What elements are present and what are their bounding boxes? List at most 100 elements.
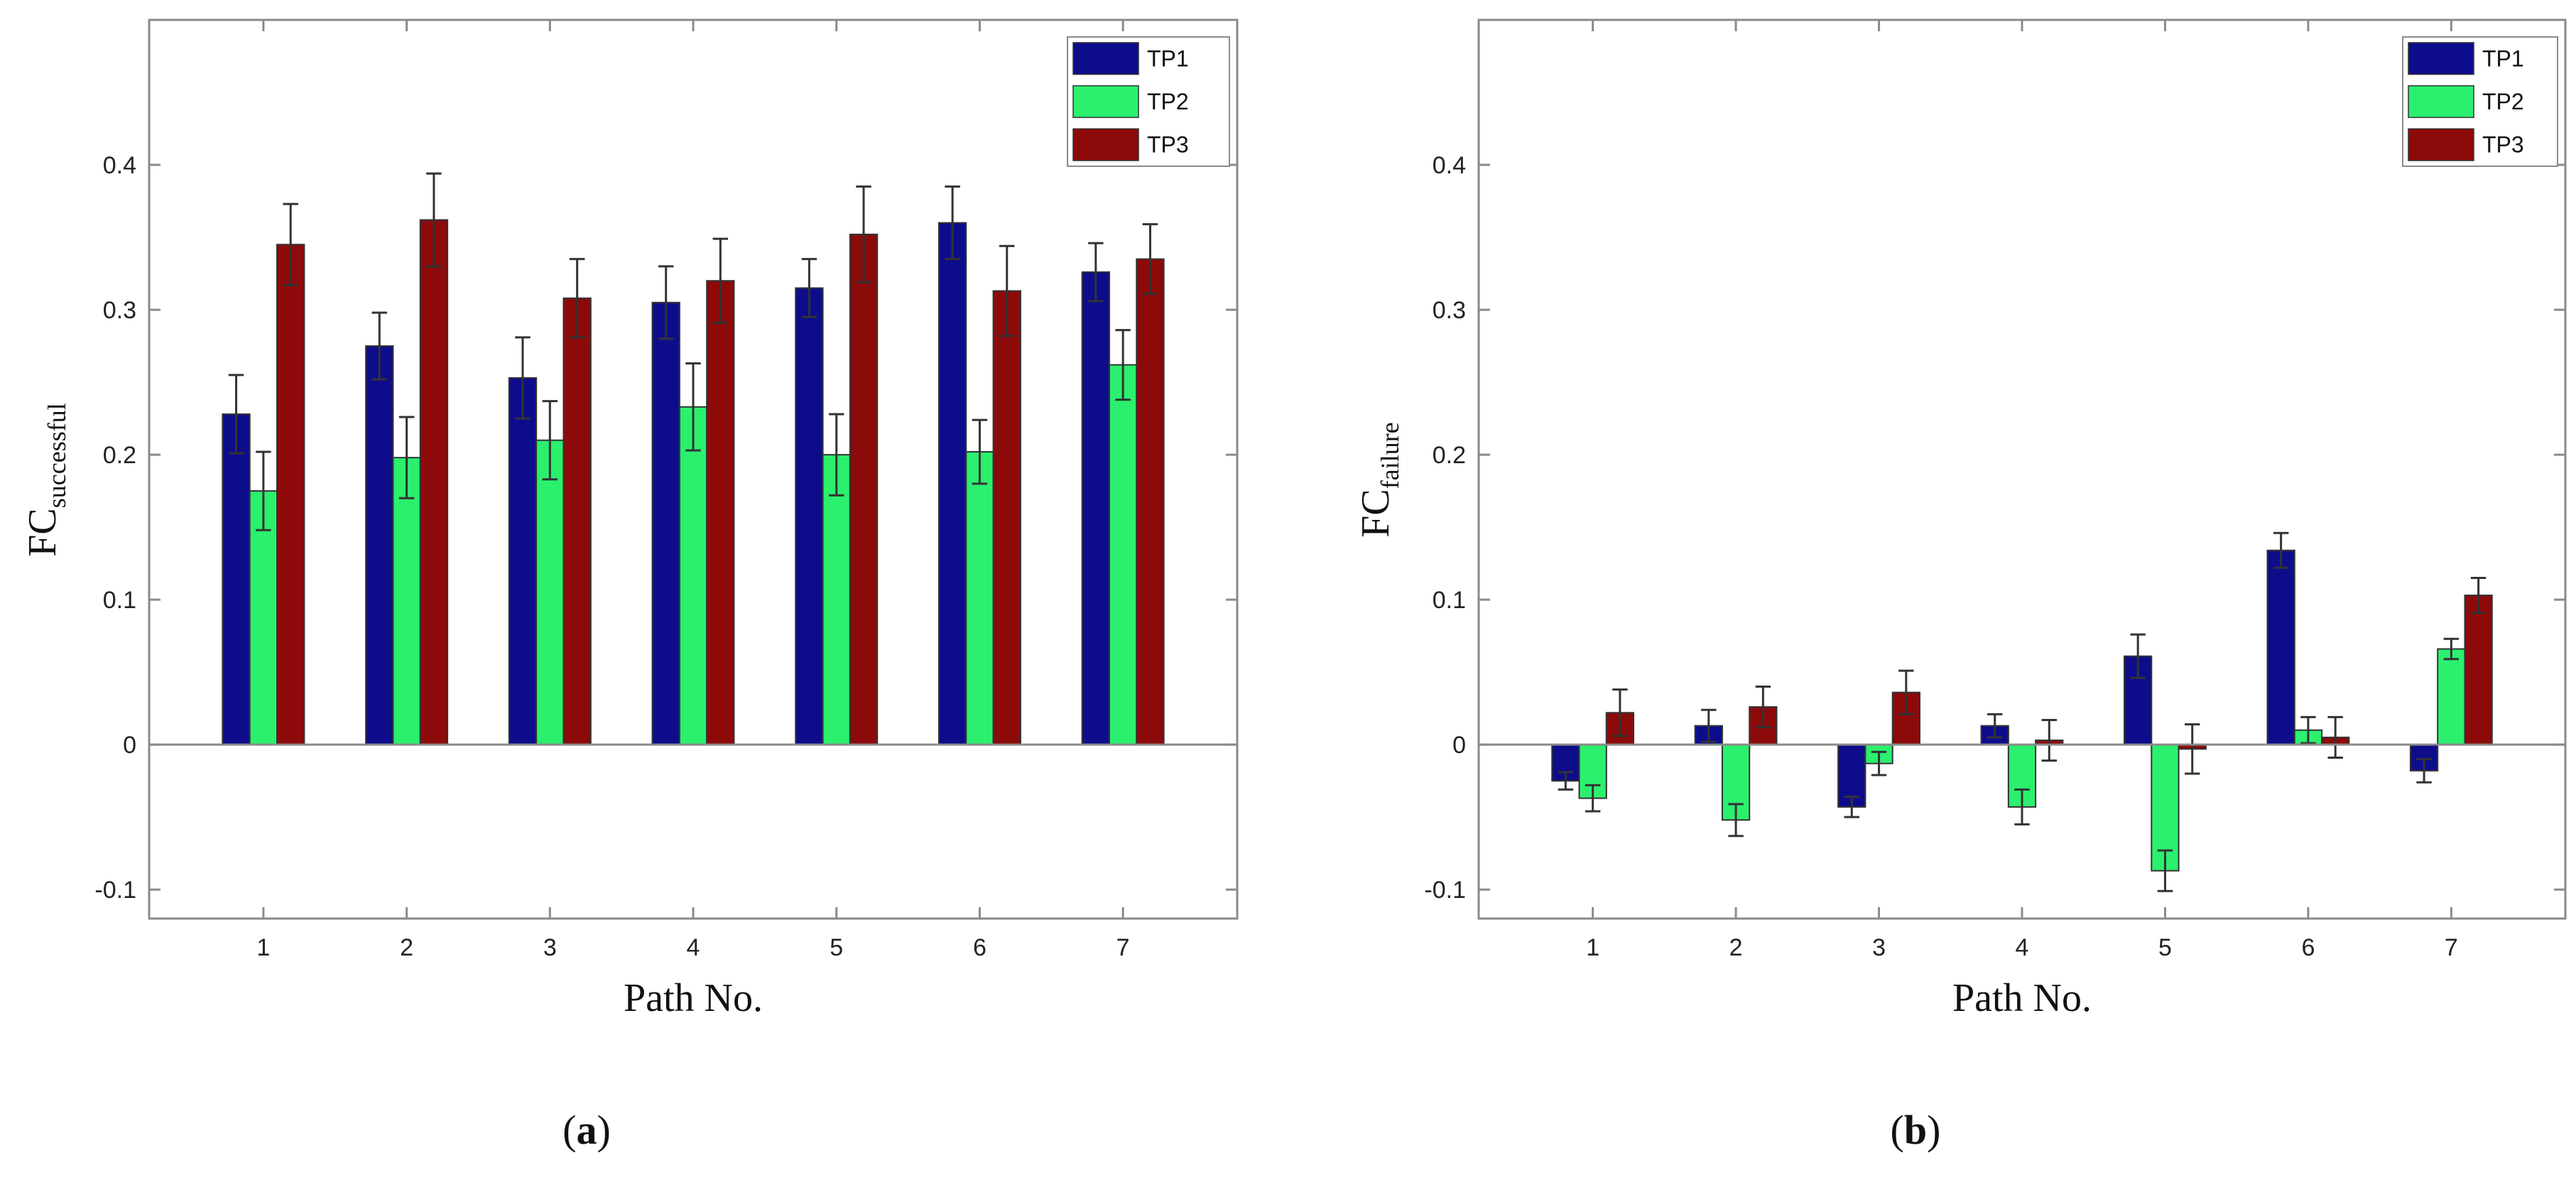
y-ticks: -0.1 0 0.1 0.2 0.3 0.4 <box>94 152 1237 904</box>
panel-label-a: (a) <box>563 1107 611 1153</box>
bar-tp3-path-7 <box>2464 595 2493 746</box>
error-bar-tp3-path-1 <box>283 202 298 286</box>
error-bar-tp1-path-5 <box>801 258 817 318</box>
x-tick-label: 6 <box>2301 934 2315 961</box>
bar-tp1-path-6 <box>2266 549 2295 746</box>
legend: TP1 TP2 TP3 <box>1067 36 1230 167</box>
y-axis-label-sub: successful <box>43 403 71 508</box>
y-axis-label: FCsuccessful <box>21 403 71 556</box>
x-tick-label: 5 <box>830 934 843 961</box>
error-bar-tp2-path-5 <box>2157 849 2173 892</box>
y-tick-label: 0.2 <box>1433 442 1466 469</box>
error-bar-tp2-path-7 <box>1115 329 1131 401</box>
legend-label-tp2: TP2 <box>1147 89 1189 114</box>
legend-label-tp1: TP1 <box>2482 45 2524 71</box>
legend-swatch-tp2 <box>1072 85 1139 119</box>
error-bars-group <box>228 172 1158 531</box>
error-bar-tp3-path-2 <box>426 172 442 268</box>
bar-tp2-path-7 <box>1108 364 1138 746</box>
legend-label-tp2: TP2 <box>2482 89 2524 114</box>
legend-label-tp1: TP1 <box>1147 45 1189 71</box>
error-bar-tp3-path-4 <box>712 237 729 324</box>
error-bar-tp3-path-1 <box>1612 688 1628 737</box>
bar-tp3-path-3 <box>563 297 592 746</box>
error-bar-tp2-path-2 <box>398 416 415 499</box>
bar-tp2-path-4 <box>678 406 708 746</box>
error-bar-tp3-path-4 <box>2041 718 2057 762</box>
x-tick-label: 4 <box>687 934 700 961</box>
y-ticks: -0.1 0 0.1 0.2 0.3 0.4 <box>1424 152 2565 904</box>
legend-label-tp3: TP3 <box>2482 132 2524 158</box>
bar-tp2-path-6 <box>965 451 994 746</box>
error-bar-tp3-path-7 <box>2470 577 2487 614</box>
error-bar-tp1-path-5 <box>2130 633 2146 679</box>
legend-swatch-tp1 <box>2408 42 2474 75</box>
error-bar-tp1-path-4 <box>658 265 674 340</box>
legend-swatch-tp1 <box>1072 42 1139 75</box>
bar-tp3-path-6 <box>992 290 1021 746</box>
y-tick-label: 0.2 <box>103 442 136 469</box>
x-ticks: 1 2 3 4 5 6 7 <box>1586 20 2458 961</box>
error-bar-tp3-path-5 <box>856 185 871 283</box>
bar-tp3-path-5 <box>849 233 879 746</box>
error-bar-tp1-path-6 <box>2273 531 2289 569</box>
panel-label-b: (b) <box>1891 1107 1941 1153</box>
y-tick-label: 0.4 <box>103 152 136 179</box>
error-bar-tp3-path-3 <box>1898 669 1914 715</box>
legend-swatch-tp2 <box>2408 85 2474 119</box>
bar-tp1-path-7 <box>1081 271 1110 746</box>
legend-swatch-tp3 <box>2408 128 2474 161</box>
y-tick-label: 0.3 <box>1433 297 1466 324</box>
error-bar-tp3-path-6 <box>999 244 1015 337</box>
bars-group <box>222 219 1165 746</box>
bar-tp1-path-3 <box>508 377 538 746</box>
x-tick-label: 1 <box>256 934 270 961</box>
y-tick-label: 0 <box>1452 732 1466 759</box>
error-bar-tp2-path-1 <box>256 450 271 531</box>
legend-swatch-tp3 <box>1072 128 1139 161</box>
error-bar-tp2-path-1 <box>1585 784 1601 813</box>
bar-tp2-path-7 <box>2437 648 2466 746</box>
error-bar-tp2-path-6 <box>2300 715 2316 745</box>
error-bar-tp1-path-1 <box>1558 771 1574 791</box>
y-tick-label: -0.1 <box>1424 877 1466 904</box>
x-tick-label: 2 <box>1729 934 1743 961</box>
error-bar-tp2-path-2 <box>1728 803 1744 838</box>
y-axis-label: FCfailure <box>1354 422 1404 537</box>
y-tick-label: 0 <box>123 732 136 759</box>
bar-tp3-path-4 <box>706 280 735 746</box>
y-tick-label: 0.4 <box>1433 152 1466 179</box>
bar-tp2-path-3 <box>536 439 565 746</box>
error-bar-tp1-path-4 <box>1987 713 2003 739</box>
error-bar-tp2-path-4 <box>685 362 701 452</box>
error-bar-tp3-path-5 <box>2185 723 2200 775</box>
x-tick-label: 5 <box>2158 934 2172 961</box>
y-tick-label: 0.1 <box>103 587 136 614</box>
x-tick-label: 7 <box>2445 934 2458 961</box>
error-bar-tp1-path-2 <box>1701 708 1717 743</box>
legend-label-tp3: TP3 <box>1147 132 1189 158</box>
y-axis-label-main: FC <box>1354 489 1398 538</box>
bar-tp2-path-5 <box>822 454 851 746</box>
error-bar-tp2-path-3 <box>542 400 558 481</box>
error-bar-tp1-path-7 <box>2416 758 2432 784</box>
bar-tp2-path-1 <box>249 490 278 746</box>
x-axis-label: Path No. <box>624 976 763 1020</box>
bar-tp1-path-2 <box>365 345 394 746</box>
y-tick-label: -0.1 <box>94 877 136 904</box>
chart-panel-a: -0.1 0 0.1 0.2 0.3 0.4 1 2 3 4 5 6 7 Path No. FCsuc… <box>21 18 1239 1153</box>
error-bar-tp1-path-6 <box>945 185 960 261</box>
error-bar-tp3-path-2 <box>1755 686 1771 729</box>
y-axis-label-sub: failure <box>1376 422 1404 489</box>
error-bar-tp3-path-7 <box>1142 223 1158 296</box>
chart-panel-b: -0.1 0 0.1 0.2 0.3 0.4 1 2 3 4 5 6 7 Path No. FCfai… <box>1354 18 2567 1153</box>
bar-tp2-path-2 <box>392 457 421 746</box>
error-bar-tp2-path-5 <box>828 413 844 497</box>
x-tick-label: 1 <box>1586 934 1599 961</box>
error-bar-tp1-path-2 <box>371 311 387 381</box>
legend: TP1 TP2 TP3 <box>2402 36 2558 167</box>
y-tick-label: 0.1 <box>1433 587 1466 614</box>
error-bar-tp1-path-7 <box>1088 242 1104 303</box>
error-bar-tp2-path-4 <box>2014 788 2030 826</box>
